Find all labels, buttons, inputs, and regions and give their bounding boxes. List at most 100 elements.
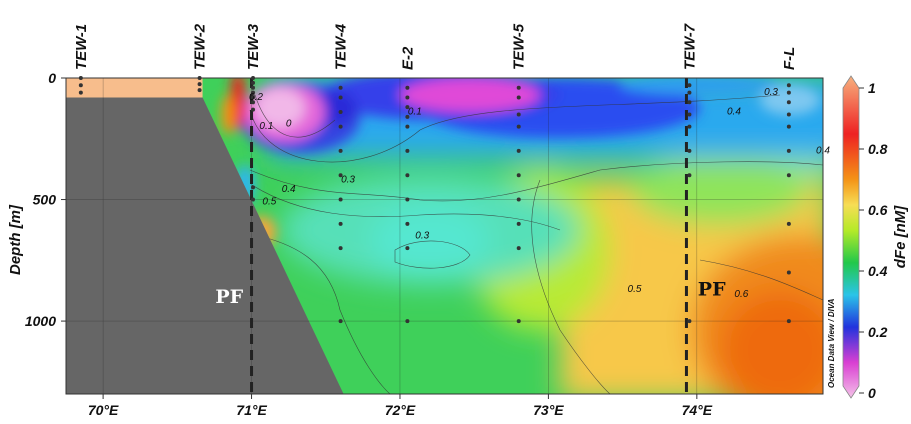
sample-dot [405, 114, 410, 119]
colorbar: 0 0.2 0.4 0.6 0.8 1 dFe [nM] [842, 75, 909, 401]
odv-credit: Ocean Data View / DIVA [827, 298, 836, 388]
sample-dot [78, 90, 83, 95]
sample-dot [251, 100, 256, 105]
sample-dot [687, 83, 692, 88]
station-label: E-2 [399, 46, 416, 70]
sample-dot [786, 173, 791, 178]
y-axis-ticks: 0 500 1000 [25, 70, 66, 329]
colorbar-tick-label: 0.4 [868, 263, 888, 279]
sample-dot [251, 197, 256, 202]
colorbar-tick-label: 1 [868, 80, 876, 96]
sample-dot [786, 112, 791, 117]
sample-dot [687, 173, 692, 178]
contour-label: 0.3 [341, 175, 355, 186]
sample-dot [338, 221, 343, 226]
front-label: PF [698, 279, 726, 301]
sample-dot [786, 270, 791, 275]
sample-points [78, 76, 791, 324]
sample-dot [516, 319, 521, 324]
sample-dot [687, 90, 692, 95]
x-tick-label: 71°E [236, 402, 267, 418]
y-tick-label: 1000 [25, 313, 56, 329]
sample-dot [405, 105, 410, 110]
contour-label: 0.2 [249, 92, 263, 103]
front-lines: PF PF [215, 78, 726, 394]
sample-dot [516, 246, 521, 251]
sample-dot [197, 88, 202, 93]
sample-dot [516, 197, 521, 202]
contour-label: 0.1 [259, 121, 273, 132]
sample-dot [405, 85, 410, 90]
sample-dot [338, 124, 343, 129]
sample-dot [251, 90, 256, 95]
station-label: TEW-7 [681, 23, 698, 70]
sample-dot [405, 148, 410, 153]
sample-dot [516, 85, 521, 90]
sample-dot [338, 110, 343, 115]
sample-dot [516, 95, 521, 100]
sample-dot [786, 319, 791, 324]
sample-dot [78, 83, 83, 88]
sample-dot [516, 221, 521, 226]
sample-dot [405, 246, 410, 251]
sample-dot [786, 90, 791, 95]
sample-dot [251, 80, 256, 85]
contour-label: 0 [286, 119, 292, 130]
sample-dot [251, 185, 256, 190]
sample-dot [786, 221, 791, 226]
sample-dot [197, 82, 202, 87]
station-label: TEW-4 [333, 23, 350, 70]
x-tick-label: 73°E [533, 402, 564, 418]
sample-dot [338, 173, 343, 178]
sample-dot [687, 112, 692, 117]
plot-frame [65, 77, 824, 395]
sample-dot [687, 319, 692, 324]
x-tick-label: 72°E [385, 402, 416, 418]
sample-dot [516, 124, 521, 129]
contour-label: 0.3 [764, 87, 778, 98]
sample-dot [405, 221, 410, 226]
sample-dot [405, 173, 410, 178]
x-axis-ticks: 70°E 71°E 72°E 73°E 74°E [88, 394, 713, 418]
sample-dot [338, 319, 343, 324]
station-labels: TEW-1 TEW-2 TEW-3 TEW-4 E-2 TEW-5 TEW-7 F-L [73, 23, 798, 70]
x-tick-label: 70°E [88, 402, 119, 418]
contour-label: 0.5 [262, 196, 276, 207]
station-label: TEW-2 [192, 23, 209, 70]
colorbar-tick-label: 0 [868, 385, 876, 401]
sample-dot [786, 100, 791, 105]
sample-dot [338, 197, 343, 202]
y-tick-label: 0 [48, 70, 56, 86]
station-label: TEW-5 [511, 23, 528, 70]
sample-dot [405, 124, 410, 129]
colorbar-tick-label: 0.6 [868, 202, 888, 218]
sample-dot [405, 95, 410, 100]
sample-dot [516, 173, 521, 178]
sample-dot [251, 85, 256, 90]
sample-dot [251, 95, 256, 100]
contour-label: 0.3 [415, 230, 429, 241]
contour-label: 0.6 [734, 289, 748, 300]
contour-label: 0.4 [282, 184, 296, 195]
y-tick-label: 500 [33, 192, 57, 208]
sample-dot [786, 83, 791, 88]
sample-dot [687, 148, 692, 153]
station-label: F-L [781, 47, 798, 70]
sample-dot [516, 148, 521, 153]
sample-dot [251, 107, 256, 112]
sample-dot [338, 95, 343, 100]
colorbar-tick-label: 0.2 [868, 324, 888, 340]
sample-dot [687, 124, 692, 129]
x-tick-label: 74°E [682, 402, 713, 418]
sample-dot [786, 148, 791, 153]
contour-label: 0.4 [727, 106, 741, 117]
grid-lines [66, 78, 823, 394]
colorbar-title: dFe [nM] [892, 205, 909, 268]
sample-dot [338, 148, 343, 153]
colorbar-ticks: 0 0.2 0.4 0.6 0.8 1 [859, 80, 888, 401]
colorbar-tick-label: 0.8 [868, 141, 888, 157]
sample-dot [786, 124, 791, 129]
front-label: PF [215, 286, 243, 308]
sample-dot [405, 197, 410, 202]
